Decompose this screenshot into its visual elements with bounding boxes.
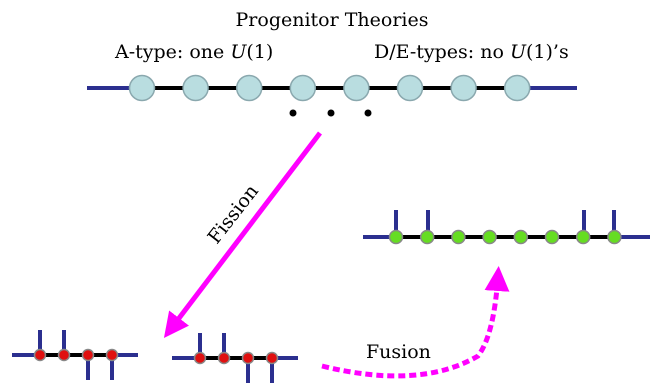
right-product-node xyxy=(193,351,207,365)
de-type-math: U xyxy=(510,41,527,63)
ellipsis-dot xyxy=(364,109,372,117)
a-type-label: A-type: one U(1) xyxy=(114,41,273,63)
a-type-prefix: A-type: one xyxy=(114,41,230,63)
a-type-math: U xyxy=(230,41,247,63)
fused-node xyxy=(544,229,560,245)
progenitor-node xyxy=(235,74,263,102)
right-product-nodes xyxy=(193,351,279,365)
left-product-node xyxy=(33,348,47,362)
de-type-prefix: D/E-types: no xyxy=(374,41,510,63)
progenitor-quiver xyxy=(87,74,577,102)
progenitor-node xyxy=(289,74,317,102)
fused-node xyxy=(482,229,497,245)
progenitor-node xyxy=(128,74,156,102)
left-product-node xyxy=(57,348,71,362)
right-product-node xyxy=(265,351,279,365)
left-product-node xyxy=(81,348,95,362)
ellipsis-dot xyxy=(289,109,297,117)
fission-product-right xyxy=(172,333,298,383)
ellipsis-dot xyxy=(327,109,335,117)
fused-node xyxy=(513,229,529,245)
fused-node xyxy=(419,229,435,245)
fused-node xyxy=(607,229,622,245)
ellipsis-dots xyxy=(289,109,372,117)
progenitor-node xyxy=(182,74,209,102)
fused-node xyxy=(388,229,404,245)
fused-quiver xyxy=(363,210,650,245)
progenitor-nodes xyxy=(128,74,531,102)
progenitor-node xyxy=(503,74,531,102)
fusion-arrow xyxy=(321,266,510,379)
de-type-suffix: (1)’s xyxy=(526,41,569,63)
fused-node xyxy=(451,229,466,245)
fission-product-left xyxy=(12,330,138,380)
left-product-nodes xyxy=(33,348,119,362)
fused-node xyxy=(575,229,591,245)
progenitor-node xyxy=(396,74,424,102)
fusion-label: Fusion xyxy=(366,341,431,363)
de-type-label: D/E-types: no U(1)’s xyxy=(374,41,569,63)
a-type-suffix: (1) xyxy=(246,41,273,63)
left-product-node xyxy=(105,348,119,362)
fused-nodes xyxy=(388,229,622,245)
title: Progenitor Theories xyxy=(236,9,429,31)
progenitor-node xyxy=(450,74,477,102)
fission-arrow xyxy=(163,131,322,338)
right-product-node xyxy=(217,351,231,365)
progenitor-node xyxy=(343,74,370,102)
fission-label: Fission xyxy=(204,181,264,249)
right-product-node xyxy=(241,351,255,365)
